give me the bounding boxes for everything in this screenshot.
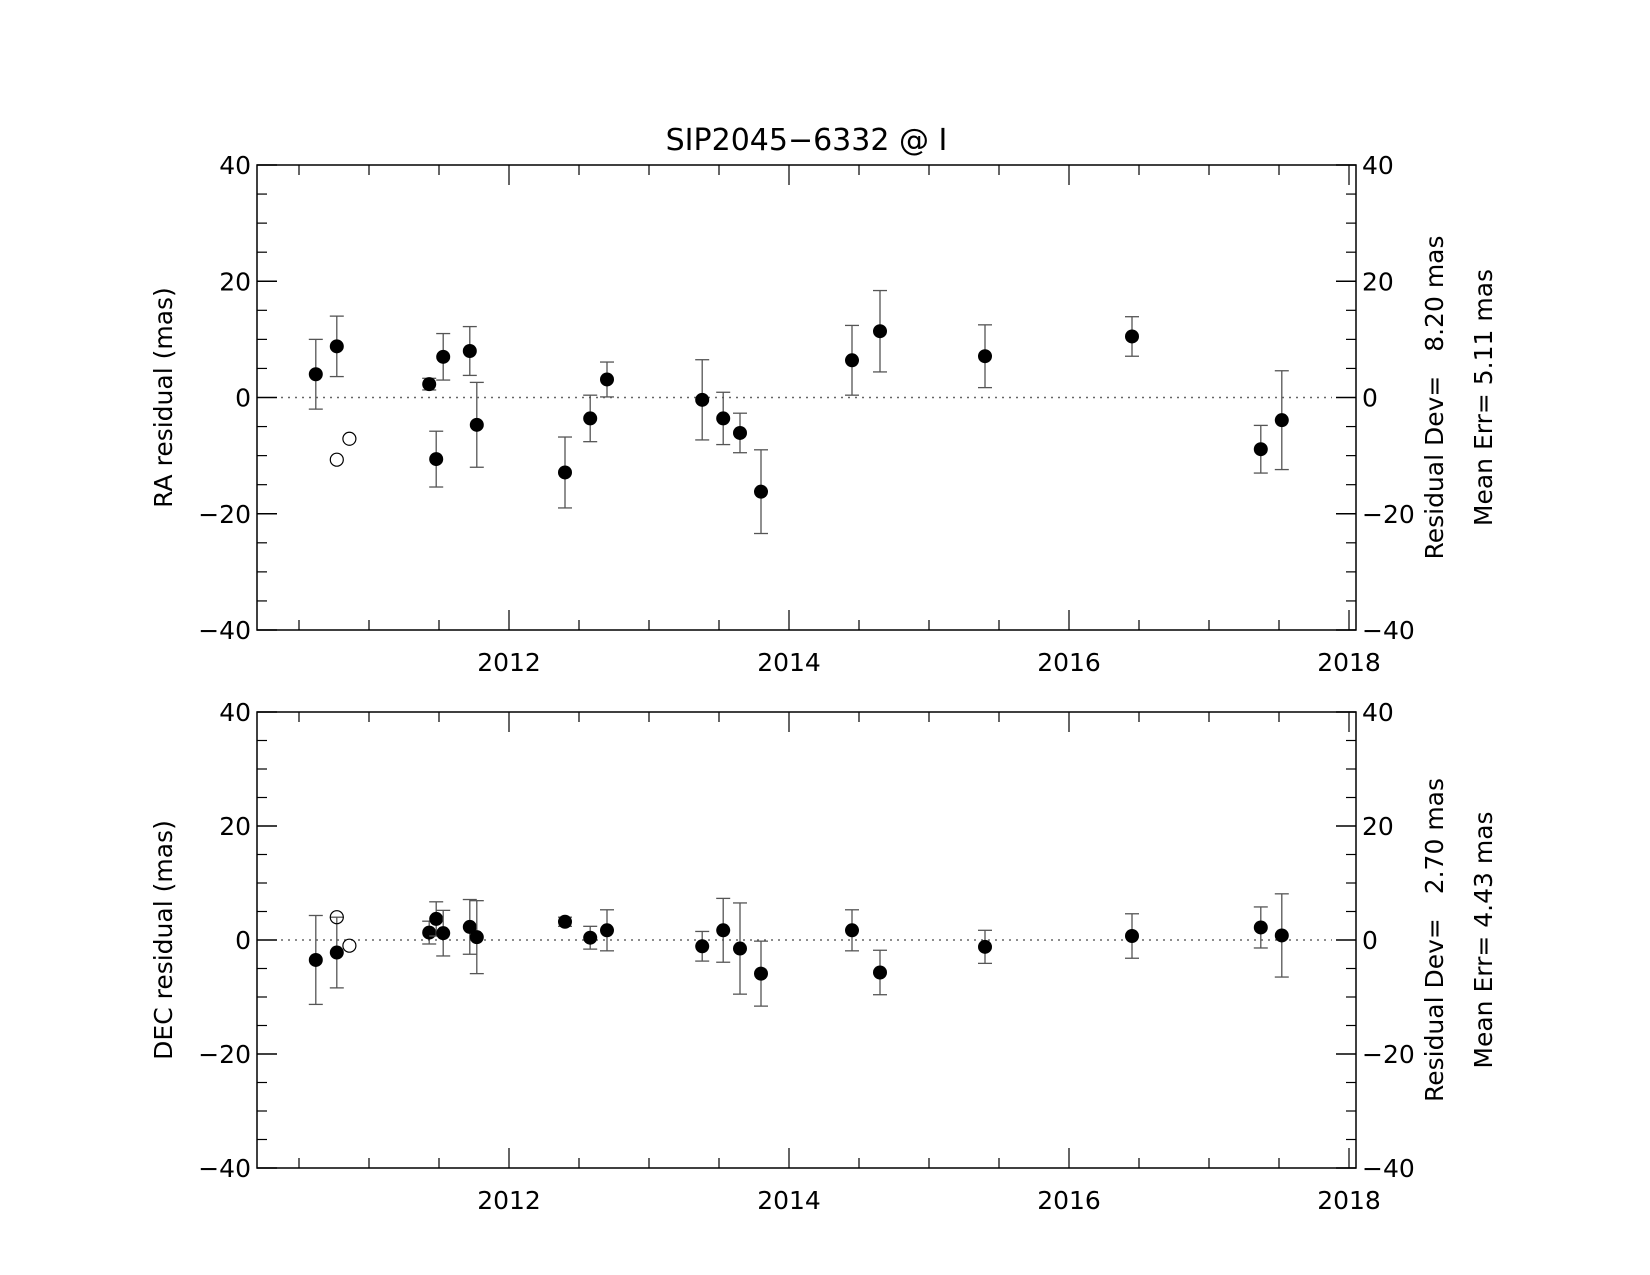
data-point	[1125, 329, 1139, 344]
data-point	[308, 367, 323, 382]
residual-dev-label: Residual Dev= 8.20 mas	[1420, 235, 1449, 559]
y-tick-label: −40	[198, 616, 251, 645]
data-point	[845, 923, 859, 938]
rejected-data-point	[329, 910, 344, 925]
y-axis-label: DEC residual (mas)	[149, 820, 178, 1060]
residual-dev-label: Residual Dev= 2.70 mas	[1420, 778, 1449, 1102]
data-point	[1274, 413, 1289, 428]
data-point	[873, 324, 887, 339]
data-point	[329, 339, 344, 354]
y-tick-label: 40	[219, 698, 251, 727]
y-tick-label: 40	[219, 151, 251, 180]
data-point	[1274, 928, 1289, 943]
data-point	[469, 930, 484, 945]
data-point	[583, 411, 598, 426]
data-point	[600, 923, 614, 938]
rejected-data-point	[329, 452, 344, 467]
data-point	[695, 392, 710, 407]
data-point	[1253, 442, 1268, 457]
y-tick-label-right: 20	[1362, 267, 1394, 296]
y-tick-label-right: −20	[1362, 500, 1415, 529]
data-point	[845, 353, 859, 368]
data-point	[436, 349, 451, 364]
data-point	[716, 923, 731, 938]
rejected-data-point	[342, 431, 357, 446]
panel-1: SIP2045−6332 @ I RA residual (mas) −40 −40 −…	[149, 123, 1498, 677]
x-tick-label: 2018	[1317, 648, 1381, 677]
data-point	[436, 926, 451, 941]
data-point	[873, 965, 887, 980]
data-point	[1253, 920, 1268, 935]
data-point	[329, 945, 344, 960]
data-point	[308, 952, 323, 967]
data-point	[733, 425, 747, 440]
data-point	[422, 377, 437, 392]
data-point	[558, 465, 572, 480]
data-point	[422, 925, 437, 940]
y-tick-label-right: 20	[1362, 812, 1394, 841]
y-tick-label: −20	[198, 500, 251, 529]
data-point	[978, 939, 992, 954]
panel-2: DEC residual (mas) −40 −40 −20 −20 0 0 20 20 40 40…	[149, 698, 1498, 1215]
y-tick-label-right: 40	[1362, 151, 1394, 180]
data-point	[754, 966, 768, 981]
x-tick-label: 2014	[757, 1186, 821, 1215]
data-point	[462, 919, 477, 934]
y-axis-label: RA residual (mas)	[149, 287, 178, 508]
x-tick-label: 2016	[1037, 648, 1101, 677]
x-tick-label: 2018	[1317, 1186, 1381, 1215]
y-tick-label: 0	[235, 926, 251, 955]
data-point	[462, 344, 477, 358]
y-tick-label-right: −20	[1362, 1040, 1415, 1069]
data-point	[978, 349, 992, 364]
y-tick-label: −20	[198, 1040, 251, 1069]
data-point	[469, 417, 484, 432]
mean-err-label: Mean Err= 5.11 mas	[1469, 269, 1498, 526]
x-tick-label: 2012	[477, 1186, 541, 1215]
x-tick-label: 2016	[1037, 1186, 1101, 1215]
y-tick-label-right: 0	[1362, 384, 1378, 413]
data-point	[600, 372, 614, 387]
mean-err-label: Mean Err= 4.43 mas	[1469, 811, 1498, 1068]
data-point	[583, 930, 598, 945]
data-point	[754, 484, 768, 499]
y-tick-label-right: −40	[1362, 1154, 1415, 1183]
x-tick-label: 2012	[477, 648, 541, 677]
y-tick-label-right: −40	[1362, 616, 1415, 645]
data-point	[695, 939, 710, 954]
data-point	[429, 911, 444, 926]
data-point	[558, 914, 572, 929]
rejected-data-point	[342, 938, 357, 953]
y-tick-label: 20	[219, 812, 251, 841]
data-point	[733, 941, 747, 956]
x-tick-label: 2014	[757, 648, 821, 677]
data-point	[429, 452, 444, 467]
y-tick-label: 0	[235, 384, 251, 413]
y-tick-label: 20	[219, 267, 251, 296]
y-tick-label-right: 0	[1362, 926, 1378, 955]
data-point	[716, 411, 731, 426]
y-tick-label: −40	[198, 1154, 251, 1183]
y-tick-label-right: 40	[1362, 698, 1394, 727]
data-point	[1125, 929, 1139, 944]
chart-title: SIP2045−6332 @ I	[666, 123, 948, 158]
